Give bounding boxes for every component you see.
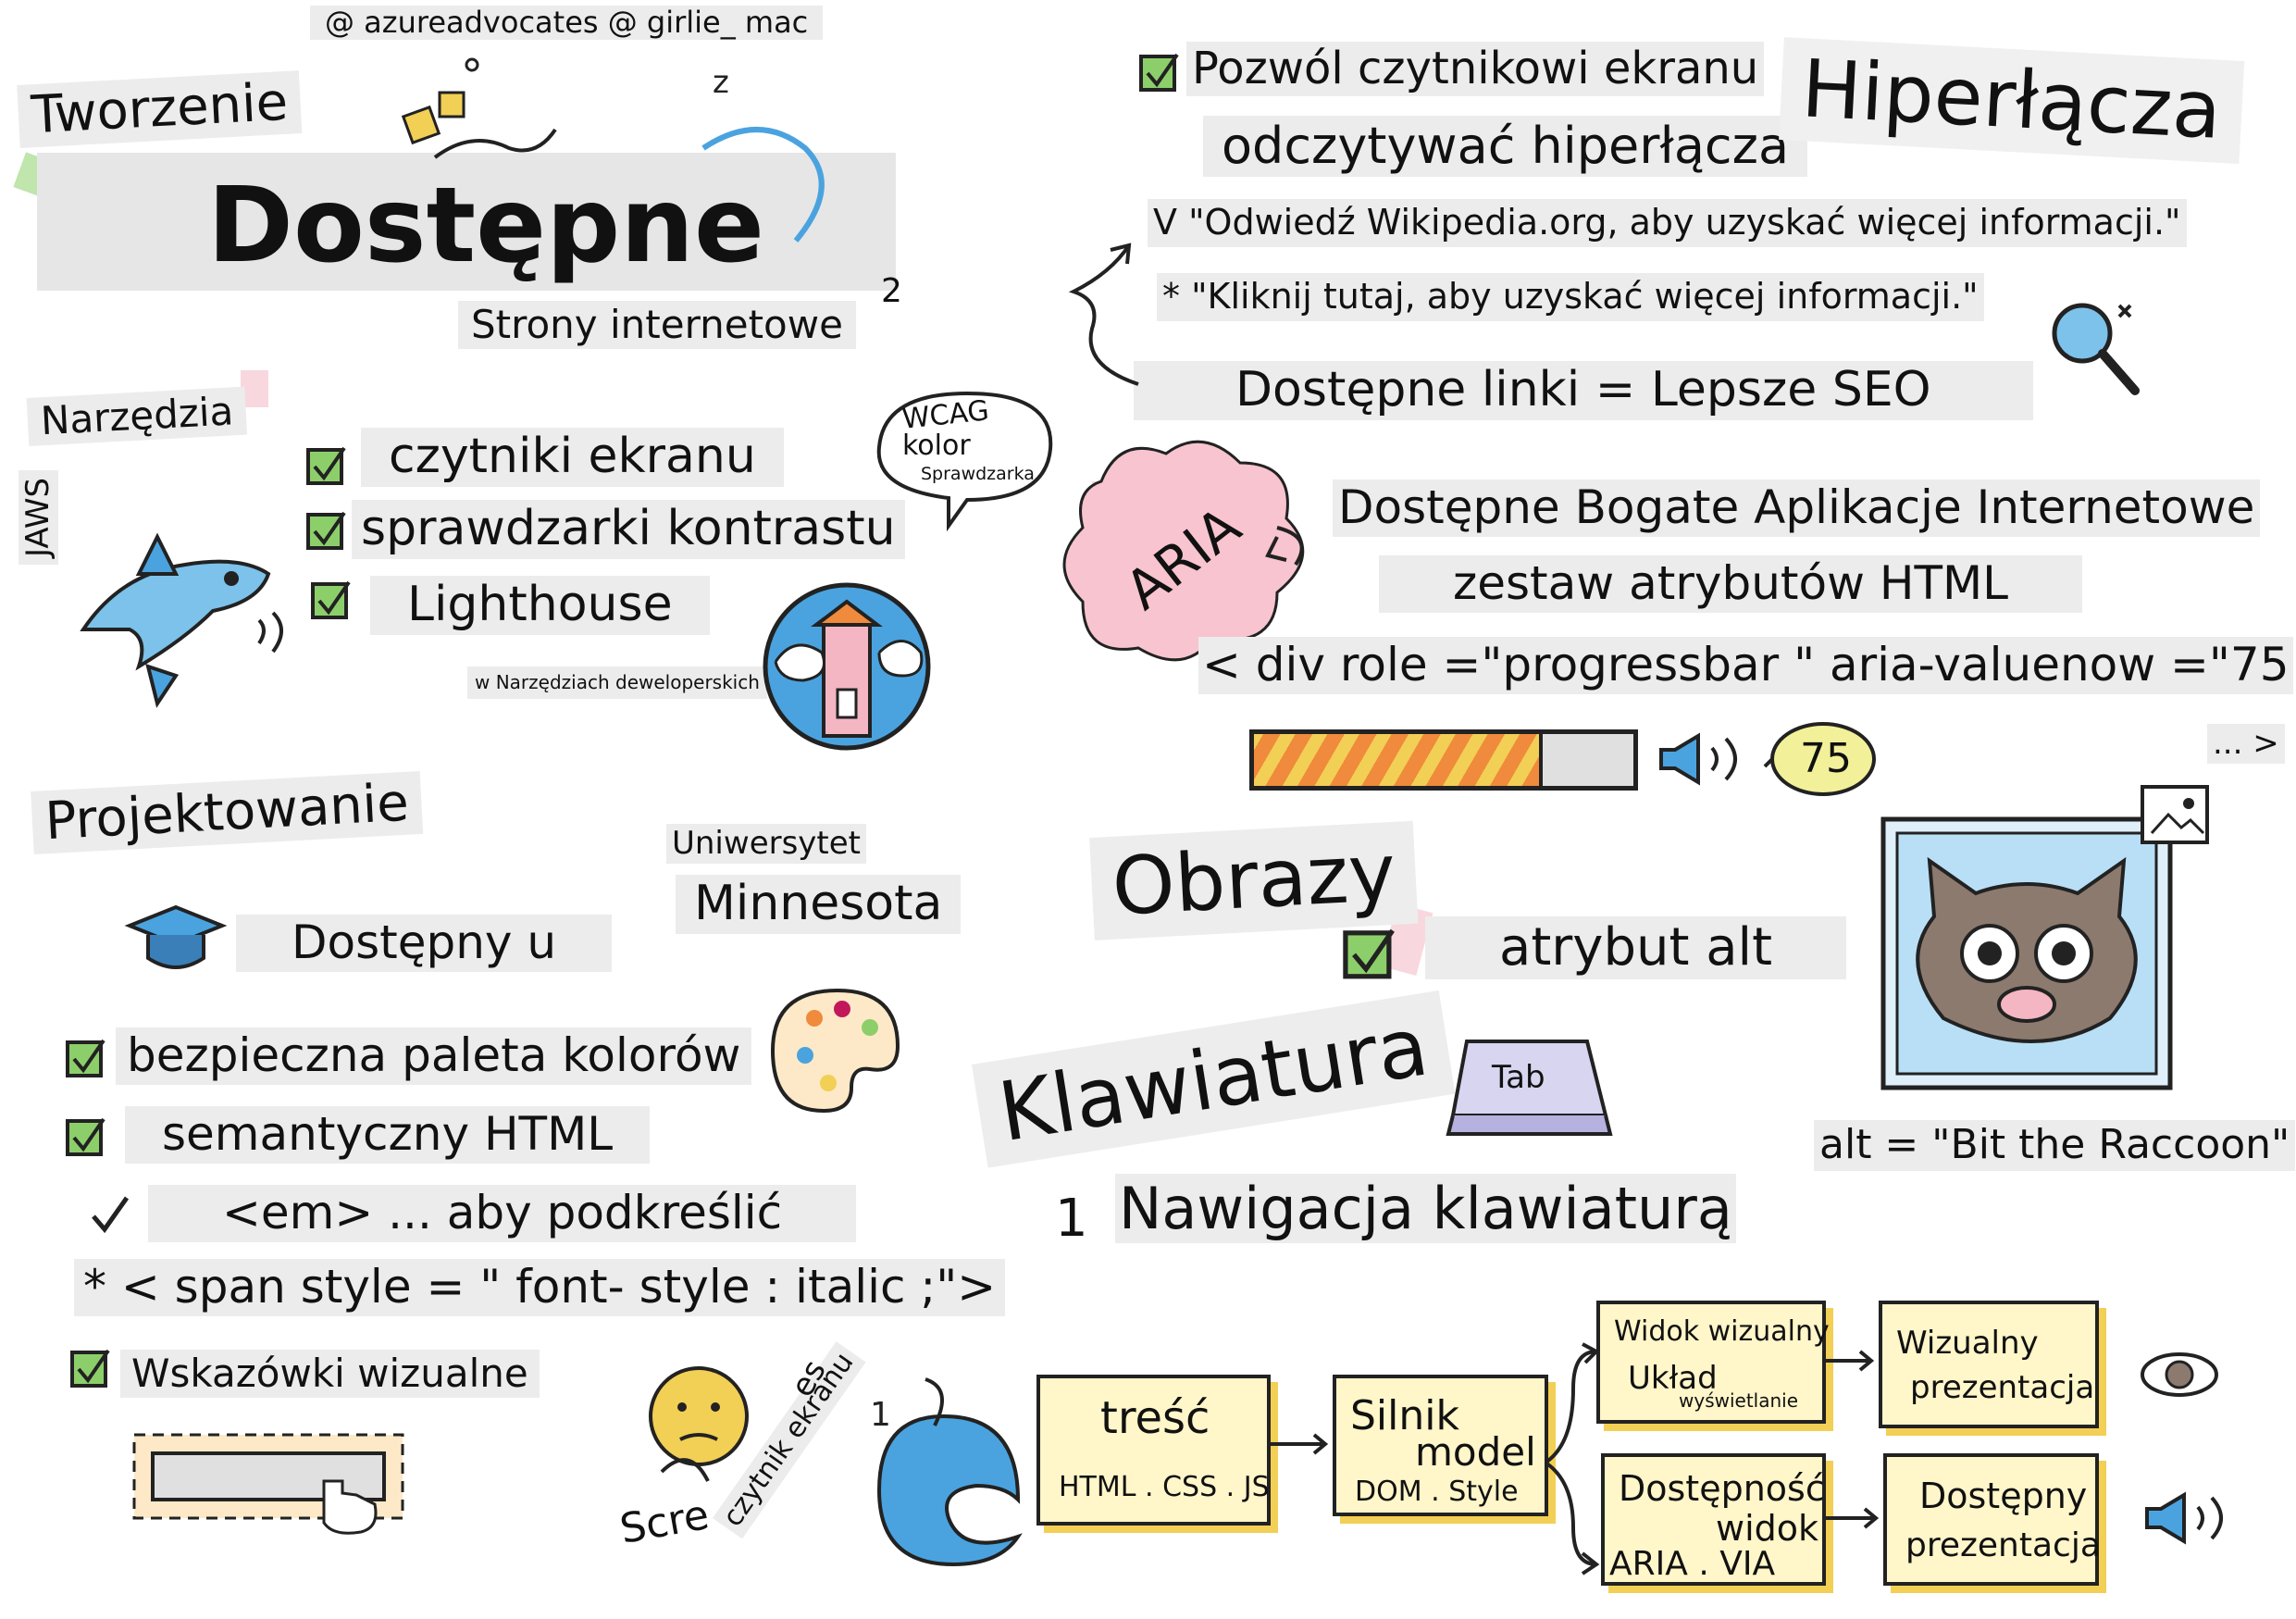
value-bubble-icon — [1763, 722, 1876, 796]
lighthouse-icon — [763, 582, 931, 751]
tools-heading: Narzędzia — [26, 386, 248, 447]
checkbox-checked-icon — [70, 1349, 110, 1388]
pipeline-visual-view-title: Widok wizualny — [1614, 1315, 1830, 1348]
checkbox-checked-icon — [1139, 53, 1179, 92]
design-item-semantic: semantyczny HTML — [125, 1106, 651, 1164]
svg-text:1: 1 — [870, 1396, 891, 1434]
checkbox-checked-icon — [306, 511, 346, 550]
aria-cloud-icon — [1062, 440, 1305, 662]
progressbar — [1249, 729, 1638, 791]
page-title: Dostępne — [207, 166, 764, 286]
svg-text:z: z — [713, 64, 729, 101]
credits: @ azureadvocates @ girlie_ mac — [310, 6, 824, 40]
design-item-palette: bezpieczna paleta kolorów — [116, 1027, 752, 1085]
keyboard-number: 1 — [1055, 1189, 1088, 1249]
pipeline-arrows — [1268, 1342, 2223, 1575]
tool-item-screen-readers: czytniki ekranu — [361, 428, 784, 487]
checkbox-checked-icon — [311, 580, 351, 619]
hyperlinks-bad-example: * "Kliknij tutaj, aby uzyskać więcej inf… — [1157, 273, 1984, 321]
aria-code-example: < div role ="progressbar " aria-valuenow… — [1198, 637, 2293, 694]
thinking-face-icon — [649, 1366, 749, 1482]
title-backing — [37, 153, 896, 291]
tool-item-contrast-checkers: sprawdzarki kontrastu — [352, 500, 905, 559]
progressbar-fill — [1254, 734, 1543, 786]
keyboard-navigation: Nawigacja klawiaturą — [1115, 1174, 1736, 1244]
aria-description: zestaw atrybutów HTML — [1379, 555, 2083, 613]
alt-attribute-label: atrybut alt — [1425, 916, 1847, 980]
pipeline-content-title: treść — [1100, 1392, 1210, 1444]
speaker-icon — [1659, 732, 1737, 786]
magnifier-icon — [2052, 303, 2140, 395]
hyperlinks-line1: Pozwól czytnikowi ekranu — [1186, 42, 1765, 97]
pipeline-engine: Silnik model DOM . Style — [1333, 1375, 1548, 1516]
pipeline-content: treść HTML . CSS . JS — [1036, 1375, 1271, 1526]
pipeline-access-view-line1: Dostępność — [1619, 1468, 1825, 1509]
screen-reader-label-a: Scre — [616, 1491, 713, 1553]
checkbox-checked-icon — [306, 446, 346, 485]
pipeline-visual-presentation: Wizualny prezentacja — [1879, 1301, 2099, 1428]
title-sub: Strony internetowe — [458, 301, 856, 350]
focus-outline-button-icon — [132, 1433, 404, 1535]
graduation-cap-icon — [124, 904, 228, 969]
lighthouse-note: w Narzędziach deweloperskich — [467, 666, 767, 699]
images-heading: Obrazy — [1089, 820, 1419, 940]
check-mark-icon — [92, 1196, 130, 1234]
pipeline-step-two: 2 — [881, 272, 902, 310]
aria-full-name: Dostępne Bogate Aplikacje Internetowe — [1333, 479, 2261, 537]
keyboard-heading: Klawiatura — [972, 990, 1456, 1168]
pipeline-engine-title1: Silnik — [1350, 1392, 1459, 1439]
pipeline-access-pres-line2: prezentacja — [1905, 1526, 2101, 1564]
design-item-span: * < span style = " font- style : italic … — [74, 1259, 1006, 1316]
speech-bubble-icon — [876, 391, 1053, 532]
hands-sketch-icon: z — [401, 57, 825, 243]
wcag-bubble-line3: Sprawdzarka — [921, 464, 1035, 484]
pipeline-engine-sub: DOM . Style — [1355, 1476, 1519, 1508]
alt-example: alt = "Bit the Raccoon" — [1814, 1120, 2296, 1171]
design-item-em: <em> ... aby podkreślić — [148, 1185, 857, 1242]
pipeline-visual-pres-line2: prezentacja — [1910, 1369, 2095, 1406]
hyperlinks-seo: Dostępne linki = Lepsze SEO — [1134, 361, 2033, 420]
tab-key-icon — [1446, 1040, 1613, 1136]
pipeline-access-pres-line1: Dostępny — [1919, 1476, 2088, 1516]
pipeline-access-view-line2: widok — [1716, 1508, 1819, 1549]
color-palette-icon — [770, 988, 900, 1114]
progress-value-label: 75 — [1800, 735, 1852, 782]
university-line1: Uniwersytet — [666, 824, 866, 865]
pipeline-content-sub: HTML . CSS . JS — [1059, 1471, 1270, 1503]
edge-browser-icon: 1 — [870, 1377, 1023, 1567]
pipeline-visual-pres-line1: Wizualny — [1896, 1325, 2039, 1362]
raccoon-picture-icon — [1880, 785, 2209, 1090]
checkbox-checked-icon — [1343, 928, 1395, 979]
design-heading: Projektowanie — [31, 771, 424, 855]
wcag-bubble-line2: kolor — [902, 430, 971, 462]
title-pre: Tworzenie — [17, 70, 303, 149]
hyperlinks-line2: odczytywać hiperłącza — [1203, 116, 1808, 178]
pipeline-visual-view-sub1: Układ — [1628, 1360, 1718, 1397]
tool-item-lighthouse: Lighthouse — [370, 576, 710, 635]
shark-mascot-icon — [80, 532, 283, 708]
available-at-label: Dostępny u — [236, 915, 613, 972]
pipeline-accessible-presentation: Dostępny prezentacja — [1883, 1453, 2101, 1586]
curved-arrow-icon — [1068, 243, 1139, 386]
aria-code-end: ... > — [2207, 724, 2285, 765]
design-item-visual-cues: Wskazówki wizualne — [120, 1350, 540, 1399]
pipeline-visual-view-sub2: wyświetlanie — [1679, 1389, 1799, 1412]
pipeline-access-view-sub: ARIA . VIA — [1609, 1545, 1776, 1583]
pipeline-visual-view: Widok wizualny Układ wyświetlanie — [1596, 1301, 1830, 1424]
checkbox-checked-icon — [66, 1117, 105, 1156]
jaws-label: JAWS — [19, 469, 59, 565]
hyperlinks-good-example: V "Odwiedź Wikipedia.org, aby uzyskać wi… — [1148, 199, 2187, 247]
pipeline-engine-title2: model — [1415, 1429, 1536, 1475]
hyperlinks-heading: Hiperłącza — [1779, 37, 2244, 164]
checkbox-checked-icon — [66, 1039, 105, 1077]
university-line2: Minnesota — [676, 875, 962, 934]
tab-key-label: Tab — [1492, 1059, 1545, 1096]
